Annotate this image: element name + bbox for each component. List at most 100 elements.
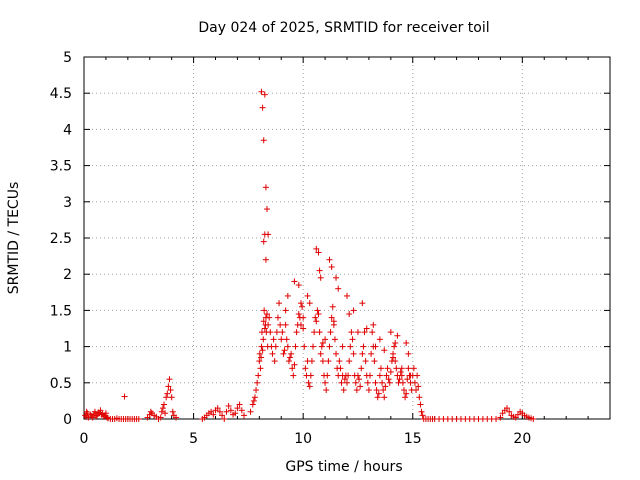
data-point bbox=[147, 408, 154, 415]
data-point bbox=[417, 401, 424, 408]
data-point bbox=[163, 394, 170, 401]
x-tick-label: 20 bbox=[513, 431, 531, 447]
data-point bbox=[414, 372, 421, 379]
data-point bbox=[375, 390, 382, 397]
data-point bbox=[297, 321, 304, 328]
data-point bbox=[256, 350, 263, 357]
data-point bbox=[503, 405, 510, 412]
data-point bbox=[304, 292, 311, 299]
data-point bbox=[258, 88, 265, 95]
data-point bbox=[322, 379, 329, 386]
data-point bbox=[259, 347, 266, 354]
data-point bbox=[413, 387, 420, 394]
y-tick-label: 3 bbox=[63, 195, 72, 211]
y-tick-label: 0.5 bbox=[50, 376, 72, 392]
data-point bbox=[381, 394, 388, 401]
data-point bbox=[258, 354, 265, 361]
data-point bbox=[353, 387, 360, 394]
data-point bbox=[400, 387, 407, 394]
data-point bbox=[362, 358, 369, 365]
data-point bbox=[264, 206, 271, 213]
data-point bbox=[256, 358, 263, 365]
data-point bbox=[168, 394, 175, 401]
data-point bbox=[169, 408, 176, 415]
data-point bbox=[352, 379, 359, 386]
data-point bbox=[365, 387, 372, 394]
data-point bbox=[354, 329, 361, 336]
data-point bbox=[376, 336, 383, 343]
data-point bbox=[93, 413, 100, 420]
data-point bbox=[317, 350, 324, 357]
data-point bbox=[251, 394, 258, 401]
data-point bbox=[318, 343, 325, 350]
data-point bbox=[299, 303, 306, 310]
data-point bbox=[302, 365, 309, 372]
data-point bbox=[390, 354, 397, 361]
data-point bbox=[327, 329, 334, 336]
data-point bbox=[267, 329, 274, 336]
data-point bbox=[317, 274, 324, 281]
data-point bbox=[301, 343, 308, 350]
data-point bbox=[269, 350, 276, 357]
data-point bbox=[410, 365, 417, 372]
data-point bbox=[276, 300, 283, 307]
data-point bbox=[260, 336, 267, 343]
data-point bbox=[323, 387, 330, 394]
data-point bbox=[158, 408, 165, 415]
data-point bbox=[265, 321, 272, 328]
data-point bbox=[281, 347, 288, 354]
y-tick-label: 4 bbox=[63, 122, 72, 138]
data-point bbox=[349, 336, 356, 343]
data-point bbox=[166, 376, 173, 383]
data-point bbox=[300, 314, 307, 321]
data-point bbox=[262, 256, 269, 263]
data-point bbox=[162, 410, 169, 417]
data-point bbox=[326, 256, 333, 263]
data-point bbox=[344, 379, 350, 386]
data-point bbox=[493, 416, 500, 422]
data-point bbox=[403, 390, 410, 397]
data-point bbox=[247, 408, 254, 415]
data-point bbox=[340, 387, 347, 394]
data-point bbox=[240, 412, 247, 419]
data-point bbox=[278, 336, 285, 343]
data-point bbox=[300, 325, 307, 332]
data-point bbox=[291, 278, 298, 285]
data-point bbox=[341, 376, 348, 383]
data-point bbox=[165, 383, 172, 390]
data-point bbox=[219, 412, 226, 419]
data-point bbox=[282, 321, 289, 328]
data-point bbox=[386, 379, 393, 386]
data-point bbox=[394, 332, 401, 339]
data-point bbox=[313, 245, 320, 252]
data-point bbox=[374, 394, 381, 401]
data-point bbox=[364, 379, 371, 386]
data-point bbox=[372, 343, 379, 350]
data-point bbox=[232, 410, 239, 417]
data-point bbox=[319, 339, 326, 346]
data-point bbox=[157, 414, 164, 421]
y-tick-label: 5 bbox=[63, 50, 72, 66]
data-point bbox=[506, 408, 513, 415]
data-point bbox=[305, 379, 312, 386]
data-point bbox=[95, 409, 102, 416]
data-point bbox=[295, 282, 302, 289]
data-point bbox=[264, 311, 271, 318]
data-point bbox=[350, 307, 357, 314]
data-point bbox=[415, 383, 422, 390]
data-point bbox=[371, 358, 378, 365]
plot-area-frame bbox=[83, 56, 611, 420]
data-point bbox=[379, 379, 386, 386]
data-point bbox=[354, 372, 361, 379]
data-point bbox=[227, 407, 234, 414]
y-tick-label: 3.5 bbox=[50, 159, 72, 175]
data-point bbox=[260, 137, 267, 144]
data-point bbox=[121, 393, 128, 400]
data-point bbox=[381, 347, 388, 354]
data-point bbox=[398, 372, 405, 379]
data-point bbox=[346, 358, 353, 365]
data-point bbox=[319, 358, 326, 365]
data-point bbox=[314, 307, 321, 314]
data-point bbox=[384, 365, 391, 372]
data-point bbox=[385, 376, 392, 383]
